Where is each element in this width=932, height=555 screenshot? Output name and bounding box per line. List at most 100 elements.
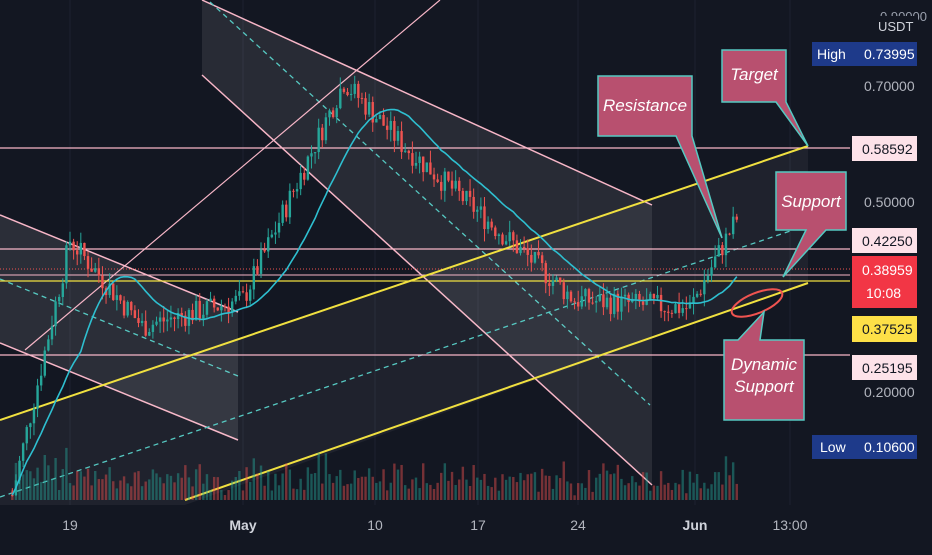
- time-tick-17: 17: [470, 517, 486, 533]
- volume-bar: [429, 484, 432, 500]
- time-tick-19: 19: [62, 517, 78, 533]
- candle-body: [519, 246, 522, 254]
- candle-body: [328, 110, 331, 118]
- volume-bar: [681, 469, 684, 500]
- candle-body: [220, 306, 223, 311]
- candle-body: [551, 280, 555, 286]
- dynamic-support-ellipse: [730, 288, 784, 318]
- volume-bar: [151, 469, 155, 500]
- volume-bar: [645, 472, 648, 500]
- candle-body: [440, 181, 443, 191]
- volume-bar: [544, 475, 547, 500]
- quote-currency-label: USDT: [878, 19, 913, 34]
- horizontal-levels: [0, 147, 850, 356]
- volume-bar: [649, 490, 652, 500]
- callout-dynamic-support-line2: Support: [734, 377, 795, 396]
- grid-lines: [69, 0, 791, 505]
- candle-body: [645, 299, 648, 305]
- candle-body: [681, 308, 684, 313]
- candle-body: [385, 125, 389, 130]
- candle-body: [706, 275, 710, 281]
- candle-body: [256, 266, 259, 274]
- candle-body: [641, 301, 645, 305]
- candle-body: [57, 297, 61, 302]
- candle-body: [447, 171, 450, 181]
- callout-support-text: Support: [781, 192, 842, 211]
- candle-body: [115, 295, 119, 300]
- volume-bar: [72, 485, 75, 500]
- callout-target[interactable]: Target: [721, 49, 809, 147]
- volume-bar: [461, 466, 465, 500]
- yellow-trendline-upper: [0, 145, 809, 421]
- volume-bar: [728, 475, 731, 500]
- candle-body: [310, 153, 313, 157]
- candle-body: [212, 298, 216, 308]
- candle-body: [605, 297, 609, 308]
- candle-body: [331, 110, 335, 118]
- volume-bar: [602, 463, 605, 500]
- volume-bar: [609, 474, 612, 500]
- candle-body: [122, 300, 126, 316]
- callout-dynamic-support[interactable]: Dynamic Support: [723, 309, 805, 421]
- volume-bar: [108, 467, 111, 500]
- volume-bar: [620, 478, 623, 500]
- candle-body: [555, 277, 558, 281]
- volume-bar: [346, 484, 349, 500]
- candle-body: [613, 293, 616, 315]
- candle-body: [494, 227, 497, 237]
- candle-body: [65, 245, 68, 284]
- fan-trendline: [24, 0, 441, 351]
- candle-body: [602, 294, 605, 308]
- candle-body: [638, 293, 641, 302]
- volume-bar: [450, 471, 454, 500]
- callout-support[interactable]: Support: [775, 171, 847, 278]
- candle-body: [126, 301, 129, 316]
- volume-bar: [101, 479, 104, 500]
- volume-bar: [122, 476, 126, 500]
- candle-body: [267, 237, 270, 252]
- candle-body: [584, 289, 587, 297]
- candle-body: [321, 127, 324, 141]
- volume-bar: [656, 485, 659, 500]
- volume-bar: [21, 474, 25, 500]
- candle-body: [349, 93, 353, 96]
- callout-resistance[interactable]: Resistance: [597, 75, 723, 239]
- candle-body: [357, 83, 360, 98]
- candle-body: [403, 150, 407, 152]
- level-tag-0-25195-text: 0.25195: [862, 360, 913, 376]
- volume-bar: [353, 470, 356, 500]
- volume-bar: [375, 482, 378, 500]
- volume-bar: [411, 479, 414, 500]
- low-tag: [812, 435, 917, 459]
- volume-bar: [115, 488, 119, 500]
- candle-body: [432, 174, 436, 180]
- volume-bar: [458, 479, 461, 500]
- candle-body: [360, 97, 364, 99]
- time-axis[interactable]: 19 May 10 17 24 Jun 13:00: [62, 517, 808, 533]
- volume-bar: [133, 472, 137, 500]
- candle-body: [342, 88, 346, 92]
- candle-body: [443, 171, 447, 191]
- candle-body: [21, 443, 25, 461]
- candle-body: [43, 350, 46, 376]
- candle-body: [609, 297, 612, 315]
- candle-body: [148, 331, 151, 336]
- volume-bar: [234, 477, 237, 500]
- candle-body: [396, 131, 400, 141]
- volume-bar: [191, 486, 194, 500]
- candle-body: [486, 221, 490, 230]
- candle-body: [18, 460, 21, 481]
- volume-bar: [724, 456, 728, 500]
- volume-bar: [659, 471, 663, 500]
- candle-body: [144, 320, 147, 336]
- volume-bar: [576, 483, 580, 500]
- volume-bar: [209, 490, 212, 500]
- high-tag: [812, 42, 917, 66]
- volume-bar: [616, 464, 620, 500]
- volume-bar: [548, 475, 551, 500]
- volume-bar: [144, 481, 147, 500]
- candle-body: [659, 294, 663, 312]
- price-axis[interactable]: 0.90000 USDT High 0.73995 0.70000 0.5859…: [812, 9, 927, 459]
